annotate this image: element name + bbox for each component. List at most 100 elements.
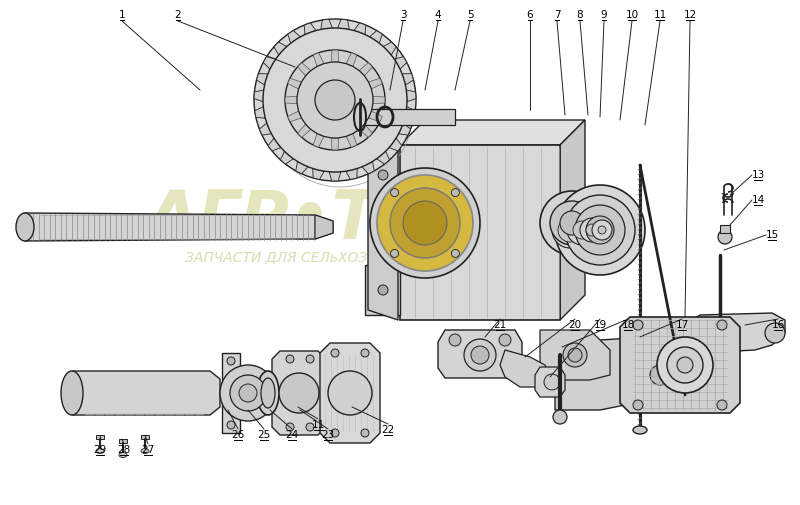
Circle shape [540,191,604,255]
Polygon shape [555,335,695,410]
Text: 27: 27 [142,445,154,455]
Text: 9: 9 [601,10,607,20]
Text: 7: 7 [554,10,560,20]
Ellipse shape [61,371,83,415]
Text: 23: 23 [322,430,334,440]
Ellipse shape [16,213,34,241]
Polygon shape [383,42,396,55]
Polygon shape [365,265,400,315]
Circle shape [286,355,294,363]
Circle shape [254,19,416,181]
Circle shape [377,175,473,271]
Circle shape [306,423,314,431]
Polygon shape [298,124,311,137]
Polygon shape [362,162,374,174]
Polygon shape [359,63,372,76]
Circle shape [567,215,597,245]
Polygon shape [389,138,402,151]
Polygon shape [398,123,410,135]
Circle shape [580,218,604,242]
Text: 11: 11 [311,420,325,430]
Polygon shape [373,96,385,104]
Circle shape [633,320,643,330]
Circle shape [449,334,461,346]
Polygon shape [263,57,276,69]
Polygon shape [331,50,338,62]
Circle shape [586,224,598,236]
Polygon shape [254,90,264,102]
Text: 6: 6 [526,10,534,20]
Text: 15: 15 [766,230,778,240]
Ellipse shape [261,378,275,408]
Text: ЗАПЧАСТИ ДЛЯ СЕЛьХОЗТЕХНИКИ: ЗАПЧАСТИ ДЛЯ СЕЛьХОЗТЕХНИКИ [185,250,435,264]
Text: 4: 4 [434,10,442,20]
Text: 5: 5 [466,10,474,20]
Polygon shape [25,213,333,241]
Ellipse shape [633,426,647,434]
Text: АГР•ТЕХ: АГР•ТЕХ [146,187,474,253]
Polygon shape [281,151,294,164]
Polygon shape [257,74,268,85]
Circle shape [361,429,369,437]
Polygon shape [338,19,349,29]
Polygon shape [320,343,380,443]
Circle shape [565,195,635,265]
Circle shape [550,201,594,245]
Circle shape [464,339,496,371]
Circle shape [642,357,678,393]
Circle shape [544,374,560,390]
Polygon shape [369,111,382,122]
Polygon shape [274,42,287,55]
Circle shape [471,346,489,364]
Circle shape [286,423,294,431]
Circle shape [657,337,713,393]
Polygon shape [288,31,301,43]
Circle shape [573,221,591,239]
Polygon shape [288,111,302,122]
Polygon shape [540,330,610,380]
Polygon shape [438,330,522,378]
Text: 29: 29 [94,445,106,455]
Text: 21: 21 [494,320,506,330]
Polygon shape [620,317,740,413]
Polygon shape [288,78,302,89]
Circle shape [451,249,459,258]
Circle shape [667,347,703,383]
Circle shape [306,355,314,363]
Text: 20: 20 [569,320,582,330]
Polygon shape [370,31,382,43]
Ellipse shape [141,448,149,453]
Ellipse shape [119,452,127,458]
Circle shape [378,225,388,235]
Circle shape [563,343,587,367]
Circle shape [552,212,588,248]
Polygon shape [304,23,316,34]
Circle shape [285,50,385,150]
Circle shape [279,373,319,413]
Polygon shape [688,313,785,353]
Polygon shape [72,371,220,415]
Circle shape [370,168,480,278]
Circle shape [331,349,339,357]
Polygon shape [222,353,240,433]
Text: 12: 12 [683,10,697,20]
Circle shape [239,384,257,402]
Polygon shape [346,133,357,147]
Circle shape [378,230,388,240]
Circle shape [677,357,693,373]
Polygon shape [141,435,149,439]
Polygon shape [321,19,333,29]
Text: 1: 1 [118,10,126,20]
Circle shape [560,211,584,235]
Circle shape [361,349,369,357]
Circle shape [558,218,582,242]
Polygon shape [405,107,415,118]
Polygon shape [359,124,372,137]
Circle shape [553,410,567,424]
Circle shape [227,421,235,429]
Polygon shape [96,435,104,439]
Text: 17: 17 [675,320,689,330]
Polygon shape [400,120,585,145]
Text: 16: 16 [771,320,785,330]
Polygon shape [254,107,266,118]
